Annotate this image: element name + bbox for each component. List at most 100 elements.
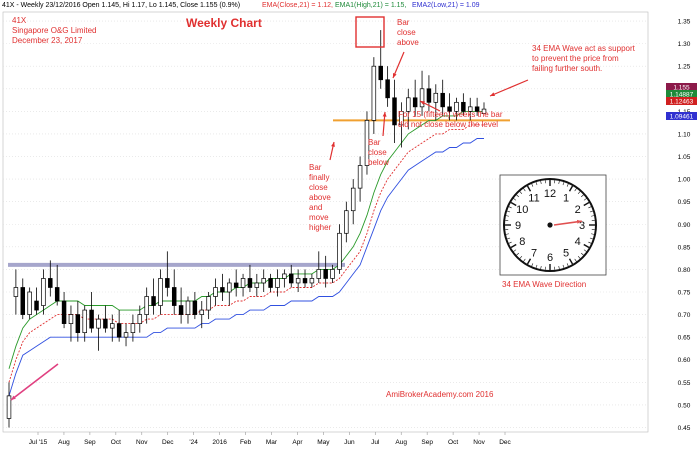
clock-number: 12: [544, 188, 556, 200]
candle-body: [193, 301, 197, 315]
candle-body: [379, 66, 383, 80]
x-tick-label: '24: [189, 439, 198, 446]
candle-body: [262, 278, 266, 283]
candle-body: [282, 274, 286, 279]
candle-body: [338, 233, 342, 269]
candle-body: [241, 278, 245, 287]
y-tick-label: 0.80: [678, 267, 691, 274]
candle-body: [55, 287, 59, 301]
header-ema-high: EMA1(High,21) = 1.15,: [335, 2, 406, 9]
candle-body: [28, 292, 32, 315]
y-tick-label: 0.95: [678, 199, 691, 206]
annotation-finally-close: Bar finally close above and move higher: [309, 163, 331, 233]
clock-number: 10: [516, 204, 528, 216]
clock-number: 2: [575, 204, 581, 216]
clock-number: 6: [547, 252, 553, 264]
clock-number: 5: [563, 248, 569, 260]
candle-body: [248, 278, 252, 287]
x-tick-label: Aug: [395, 439, 407, 446]
candle-body: [296, 278, 300, 283]
clock-number: 4: [575, 236, 581, 248]
candle-body: [172, 287, 176, 305]
y-tick-label: 0.50: [678, 402, 691, 409]
candle-body: [186, 301, 190, 315]
clock-center: [547, 222, 552, 227]
candle-body: [393, 98, 397, 125]
candle-body: [303, 278, 307, 283]
x-tick-label: May: [317, 439, 330, 446]
watermark: AmiBrokerAcademy.com 2016: [386, 390, 493, 400]
annotation-ema-support: 34 EMA Wave act as support to prevent th…: [532, 44, 635, 74]
clock-number: 8: [519, 236, 525, 248]
y-tick-label: 1.35: [678, 19, 691, 26]
x-tick-label: Dec: [162, 439, 174, 446]
x-tick-label: Nov: [473, 439, 485, 446]
y-tick-label: 0.75: [678, 290, 691, 297]
candle-body: [7, 396, 11, 419]
candle-body: [227, 283, 231, 292]
candle-body: [131, 324, 135, 333]
info-ticker: 41X: [12, 16, 26, 25]
candle-body: [42, 278, 46, 305]
y-tick-label: 0.45: [678, 425, 691, 432]
candle-body: [351, 188, 355, 211]
candle-body: [76, 315, 80, 333]
info-date: December 23, 2017: [12, 36, 82, 45]
x-tick-label: Dec: [499, 439, 511, 446]
y-tick-label: 0.60: [678, 357, 691, 364]
candle-body: [221, 287, 225, 292]
candle-body: [48, 278, 52, 287]
x-tick-label: Apr: [292, 439, 303, 446]
candle-body: [83, 310, 87, 333]
y-tick-label: 0.85: [678, 244, 691, 251]
x-tick-label: Oct: [111, 439, 121, 446]
candle-body: [200, 310, 204, 315]
y-tick-label: 0.90: [678, 222, 691, 229]
candle-body: [234, 283, 238, 288]
x-tick-label: Oct: [448, 439, 458, 446]
candle-body: [152, 297, 156, 306]
candle-body: [344, 211, 348, 234]
candle-body: [310, 278, 314, 283]
candle-body: [21, 287, 25, 314]
candle-body: [434, 93, 438, 102]
x-tick-label: Nov: [136, 439, 148, 446]
y-tick-label: 0.55: [678, 380, 691, 387]
candle-body: [97, 319, 101, 328]
x-tick-label: Aug: [58, 439, 70, 446]
candle-body: [441, 93, 445, 107]
y-tick-label: 1.05: [678, 154, 691, 161]
info-company: Singapore O&G Limited: [12, 26, 97, 35]
annotation-fifteen-weeks: For 15 (fifteen) weeks the bar did not c…: [398, 110, 503, 130]
x-tick-label: Feb: [240, 439, 252, 446]
candle-body: [427, 89, 431, 103]
candle-body: [214, 287, 218, 296]
annotation-bar-close-below: Bar close below: [368, 138, 389, 168]
price-badge-label: 1.09461: [670, 114, 694, 121]
clock-number: 11: [528, 192, 539, 204]
x-tick-label: Jul '15: [29, 439, 48, 446]
x-tick-label: Mar: [266, 439, 278, 446]
y-tick-label: 0.70: [678, 312, 691, 319]
candle-body: [145, 297, 149, 315]
candle-body: [179, 306, 183, 315]
candle-body: [358, 166, 362, 189]
candle-body: [413, 98, 417, 107]
candle-body: [103, 319, 107, 328]
candle-body: [269, 278, 273, 287]
candle-body: [159, 278, 163, 305]
candle-body: [90, 310, 94, 328]
header-ema-low: EMA2(Low,21) = 1.09: [412, 2, 480, 9]
candle-body: [110, 324, 114, 329]
x-tick-label: Jul: [371, 439, 380, 446]
candle-body: [207, 297, 211, 311]
candle-body: [124, 333, 128, 338]
candle-body: [289, 274, 293, 283]
candle-body: [165, 278, 169, 287]
candle-body: [117, 324, 121, 338]
candle-body: [255, 283, 259, 288]
x-tick-label: Sep: [84, 439, 96, 446]
header-symbol-info: 41X - Weekly 23/12/2016 Open 1.145, Hi 1…: [2, 2, 240, 9]
candle-body: [14, 287, 18, 296]
